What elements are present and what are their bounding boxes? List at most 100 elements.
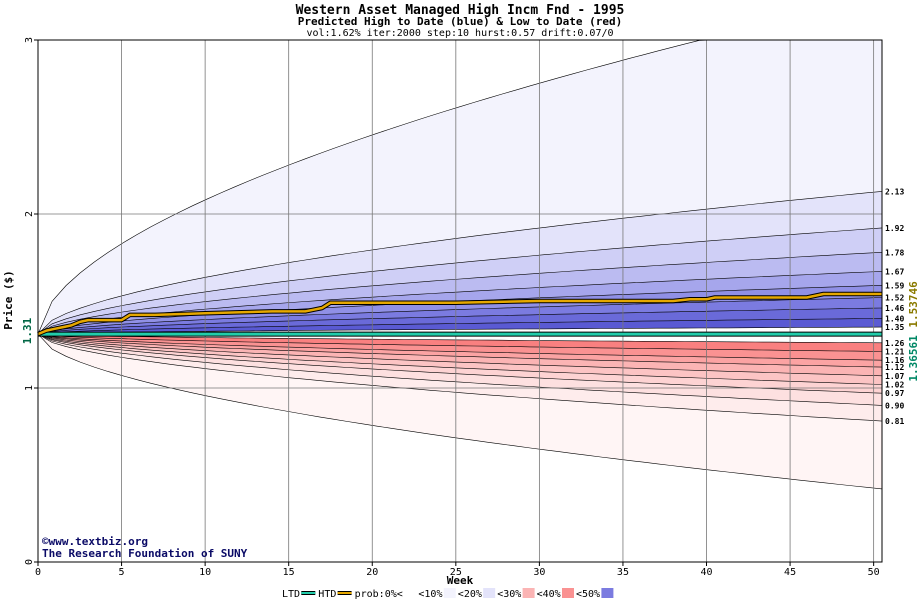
band-boundary [37,191,883,335]
chart-title: Western Asset Managed High Incm Fnd - 19… [296,3,625,18]
lower-band [38,334,882,422]
band-boundary [37,307,883,335]
band-end-label: 1.35 [885,323,904,332]
upper-band [38,191,882,335]
legend-color-swatch [443,588,456,598]
band-boundary [37,318,883,335]
chart-subtitle: Predicted High to Date (blue) & Low to D… [298,15,623,28]
chart-params: vol:1.62% iter:2000 step:10 hurst:0.57 d… [306,28,613,39]
band-end-label: 1.16 [885,356,904,365]
band-boundary [37,333,883,422]
y-tick-label: 0 [24,559,35,565]
band-boundary [37,333,883,361]
y-axis-label: Price ($) [2,270,15,330]
legend-label: <50% [576,589,600,600]
band-end-label: 0.81 [885,417,904,426]
x-tick-label: 25 [450,567,462,578]
start-price-label: 1.31 [21,317,34,344]
legend-color-swatch [562,588,574,598]
credit-line-2: The Research Foundation of SUNY [42,547,248,560]
x-tick-label: 40 [700,567,712,578]
band-end-label: 1.67 [885,267,904,276]
lower-band [38,334,882,352]
axis-ticks: 0 5 10 15 20 25 30 35 40 45 50 0 1 2 3 [24,37,880,578]
y-tick-label: 3 [24,37,35,43]
x-tick-label: 0 [35,567,41,578]
x-tick-label: 30 [533,567,545,578]
band-boundary [37,333,883,490]
lower-band [38,334,882,394]
x-tick-label: 45 [784,567,796,578]
band-boundary [37,271,883,335]
band-end-label: 1.78 [885,248,904,257]
upper-band [38,285,882,335]
legend-label: <30% [497,589,521,600]
legend-label: <10% [418,589,442,600]
band-boundary [37,333,883,394]
legend-label: HTD [318,589,336,600]
legend-label: prob:0%< [355,589,403,600]
upper-band [38,308,882,335]
legend-color-swatch [601,588,614,598]
x-tick-label: 35 [617,567,629,578]
lower-band [38,334,882,406]
end-value-ltd: 1.36561 [907,335,920,382]
band-boundary [37,227,883,335]
plot-frame [37,39,883,563]
band-end-label: 0.97 [885,389,904,398]
legend-label: LTD [282,589,300,600]
x-axis-label: Week [447,574,474,587]
x-tick-label: 5 [119,567,125,578]
band-boundary [37,333,883,352]
credit-line-1: ©www.textbiz.org [42,535,148,548]
legend-color-swatch [404,588,417,598]
band-boundary [37,252,883,335]
probability-bands [37,39,883,490]
band-end-label: 1.26 [885,339,904,348]
band-end-label: 1.12 [885,363,904,372]
x-tick-label: 50 [868,567,880,578]
legend-color-swatch [483,588,496,598]
upper-band [38,297,882,335]
end-value-htd: 1.53746 [907,281,920,328]
lower-band [38,334,882,376]
band-end-label: 1.46 [885,304,904,313]
band-end-label: 2.13 [885,187,904,196]
band-boundary [37,333,883,377]
lower-band [38,334,882,489]
y-tick-label: 2 [24,211,35,217]
upper-band [38,318,882,335]
legend: LTD HTD prob:0%< <10% <20% <30% <40% <50% [282,588,614,600]
upper-band [38,40,882,335]
lower-band [38,334,882,361]
legend-label: <40% [537,589,561,600]
band-end-label: 0.90 [885,401,904,410]
x-tick-label: 10 [199,567,211,578]
end-value-labels: 1.36561 1.53746 [907,281,920,382]
series-lines [37,291,882,337]
lower-band [38,334,882,368]
band-boundary [37,333,883,406]
band-end-label: 1.59 [885,281,904,290]
band-boundary [37,333,883,344]
upper-band [38,271,882,335]
legend-color-swatch [522,588,535,598]
band-end-label: 1.52 [885,294,904,303]
y-tick-label: 1 [24,385,35,391]
band-end-label: 1.92 [885,224,904,233]
band-end-label: 1.02 [885,381,904,390]
band-boundary [37,297,883,335]
band-end-label: 1.21 [885,347,904,356]
upper-band [38,227,882,335]
lower-band [38,334,882,385]
x-tick-label: 20 [366,567,378,578]
htd-line [37,292,882,336]
upper-band [38,252,882,335]
x-tick-label: 15 [283,567,295,578]
band-boundary [37,333,883,368]
right-band-labels: 2.13 1.92 1.78 1.67 1.59 1.521.461.401.35 1.26… [885,187,904,426]
band-boundary [37,333,883,385]
band-end-label: 1.07 [885,372,904,381]
band-end-label: 1.40 [885,314,904,323]
